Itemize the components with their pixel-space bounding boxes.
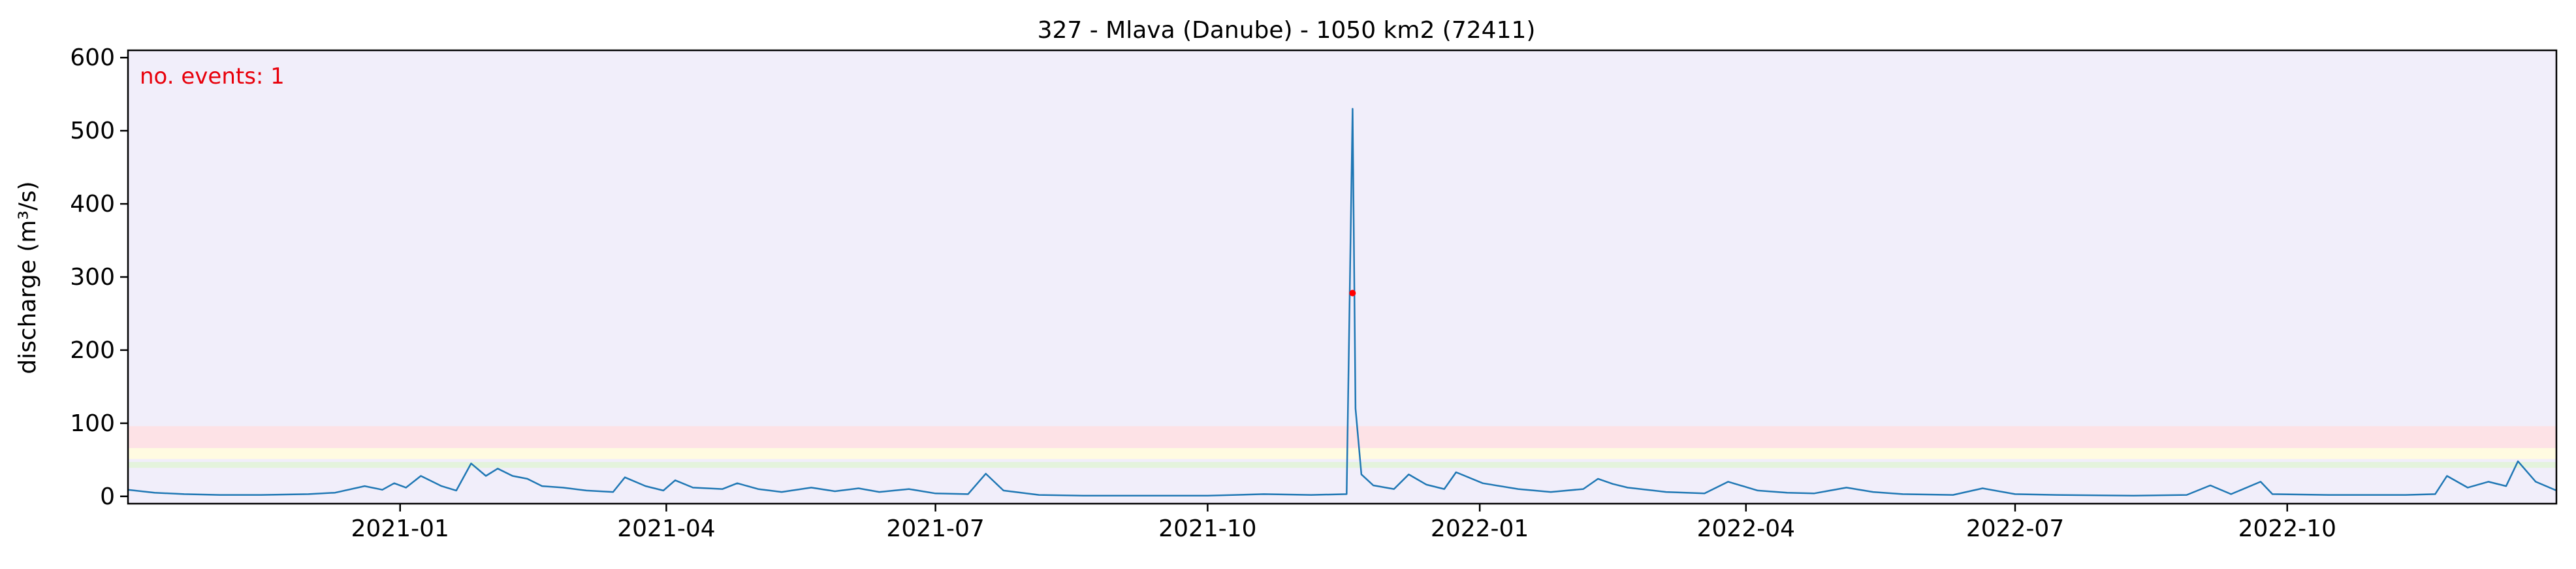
x-tick-label: 2021-10: [1158, 515, 1256, 542]
x-axis-ticks: 2021-01 2021-04 2021-07 2021-10 2022-01 2022-…: [351, 504, 2336, 542]
y-tick-label: 500: [70, 118, 115, 144]
x-tick-label: 2022-10: [2238, 515, 2336, 542]
threshold-band-1: [128, 447, 2556, 459]
y-tick-label: 400: [70, 191, 115, 218]
y-tick-label: 100: [70, 410, 115, 437]
threshold-band-0: [128, 426, 2556, 448]
series-layer: [128, 108, 2556, 496]
event-marker: [1349, 289, 1356, 297]
chart-title: 327 - Mlava (Danube) - 1050 km2 (72411): [1038, 17, 1536, 44]
discharge-series-line: [128, 108, 2556, 496]
x-tick-label: 2022-01: [1431, 515, 1529, 542]
x-tick-label: 2021-04: [617, 515, 715, 542]
threshold-band-2: [128, 462, 2556, 468]
y-axis-ticks: 0 100 200 300 400 500 600: [70, 44, 128, 510]
x-tick-label: 2021-01: [351, 515, 449, 542]
threshold-bands: [128, 426, 2556, 468]
x-tick-label: 2021-07: [886, 515, 984, 542]
event-markers: [1349, 289, 1356, 297]
y-axis-title: discharge (m³/s): [14, 181, 41, 374]
y-tick-label: 0: [100, 483, 115, 510]
y-tick-label: 200: [70, 337, 115, 364]
y-tick-label: 600: [70, 44, 115, 71]
events-annotation: no. events: 1: [140, 63, 285, 89]
x-tick-label: 2022-07: [1966, 515, 2064, 542]
x-tick-label: 2022-04: [1697, 515, 1795, 542]
y-tick-label: 300: [70, 264, 115, 291]
